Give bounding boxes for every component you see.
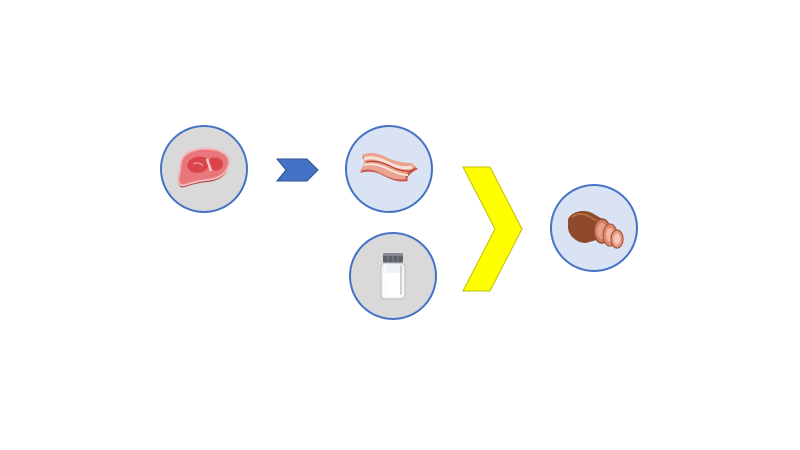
steak-icon: [177, 147, 230, 188]
salt-node: [349, 232, 437, 320]
bacon-icon: [360, 152, 418, 182]
chevron-right-icon: [276, 158, 319, 182]
ham-node: [550, 184, 638, 272]
bacon-node: [345, 125, 433, 213]
salt-shaker-icon: [380, 253, 406, 300]
sliced-ham-icon: [568, 211, 624, 249]
chevron-right-icon: [462, 166, 523, 292]
steak-node: [160, 125, 248, 213]
